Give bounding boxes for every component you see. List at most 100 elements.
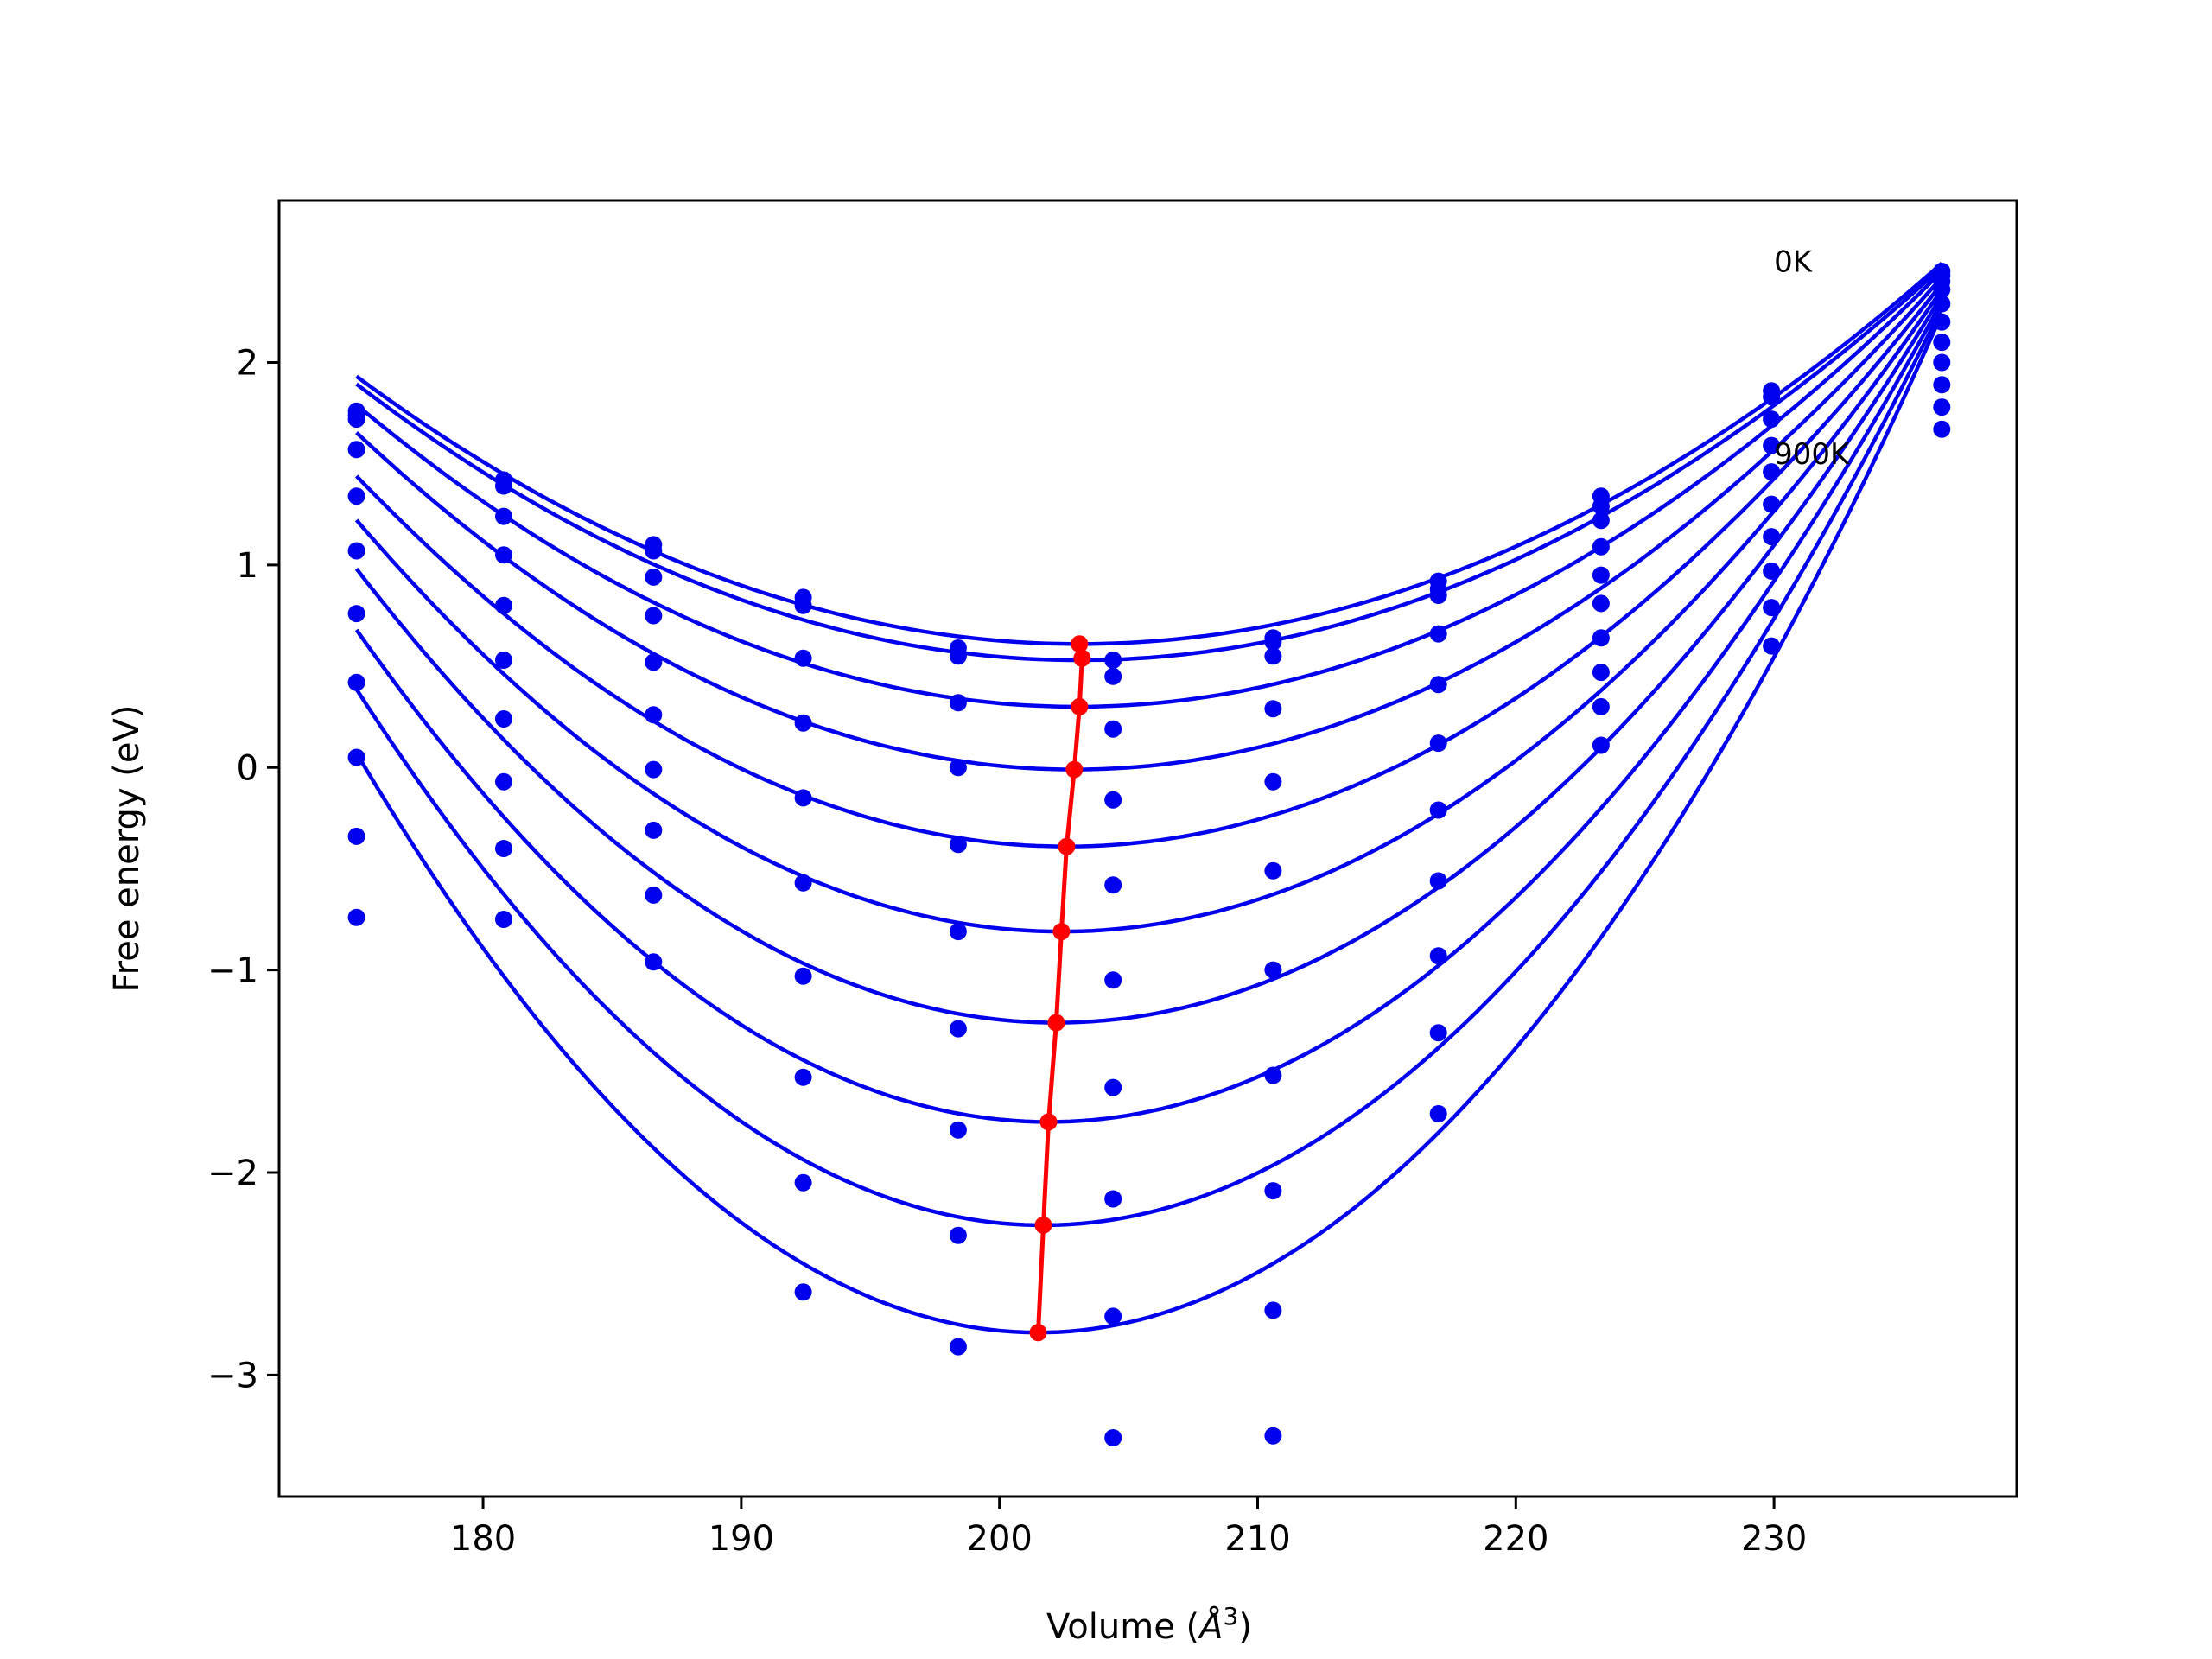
data-point bbox=[1933, 295, 1951, 313]
data-point bbox=[495, 546, 512, 564]
data-point bbox=[1592, 566, 1610, 584]
data-point bbox=[1592, 664, 1610, 682]
data-point bbox=[347, 748, 365, 766]
data-point bbox=[1264, 861, 1282, 880]
y-tick-label: 1 bbox=[237, 546, 258, 586]
data-point bbox=[1763, 388, 1781, 406]
data-point bbox=[949, 836, 967, 854]
data-point bbox=[495, 477, 512, 495]
annotation-label: 900K bbox=[1774, 437, 1851, 472]
data-point bbox=[1933, 313, 1951, 331]
data-point bbox=[1264, 632, 1282, 651]
data-point bbox=[1104, 1078, 1122, 1096]
data-point bbox=[1429, 587, 1447, 604]
y-tick-label: 0 bbox=[237, 748, 258, 788]
data-point bbox=[347, 441, 365, 459]
data-point bbox=[794, 1068, 812, 1086]
data-point bbox=[347, 908, 365, 926]
data-point bbox=[1429, 734, 1447, 753]
fit-curve-9 bbox=[354, 313, 1944, 1335]
data-point bbox=[1429, 947, 1447, 965]
data-point bbox=[1104, 1307, 1122, 1325]
data-point bbox=[347, 673, 365, 691]
minima-line bbox=[1029, 635, 1091, 1342]
data-point bbox=[1592, 736, 1610, 754]
fit-curve-7 bbox=[354, 301, 1944, 1124]
data-point bbox=[1104, 791, 1122, 809]
data-point bbox=[1429, 872, 1447, 890]
x-tick-label: 220 bbox=[1483, 1519, 1548, 1559]
data-point bbox=[645, 607, 663, 625]
data-points bbox=[347, 263, 1951, 1446]
data-point bbox=[1933, 334, 1951, 352]
data-point bbox=[645, 886, 663, 904]
data-point bbox=[1763, 463, 1781, 481]
data-point bbox=[1104, 720, 1122, 738]
data-point bbox=[949, 1121, 967, 1139]
data-point bbox=[1264, 1427, 1282, 1445]
data-point bbox=[1104, 876, 1122, 894]
x-tick-label: 190 bbox=[709, 1519, 774, 1559]
x-axis-label-symbol: Å bbox=[1197, 1605, 1223, 1647]
x-axis-label-text: Volume ( bbox=[1046, 1607, 1199, 1647]
data-point bbox=[1763, 436, 1781, 454]
data-point bbox=[645, 953, 663, 971]
data-point bbox=[1264, 1182, 1282, 1200]
data-point bbox=[645, 653, 663, 671]
x-tick-label: 230 bbox=[1741, 1519, 1807, 1559]
plot-frame bbox=[277, 199, 2018, 1498]
data-point bbox=[1592, 537, 1610, 556]
y-tick-label: −1 bbox=[207, 951, 258, 991]
data-point bbox=[645, 542, 663, 560]
fit-curve-5 bbox=[354, 288, 1944, 934]
data-point bbox=[645, 760, 663, 779]
data-point bbox=[794, 649, 812, 667]
data-point bbox=[794, 874, 812, 892]
x-axis-label-exponent: 3 bbox=[1224, 1602, 1239, 1630]
data-point bbox=[645, 706, 663, 724]
data-point bbox=[949, 694, 967, 712]
data-point bbox=[347, 827, 365, 845]
y-axis-ticks: −3 −2 −1 0 1 2 bbox=[207, 344, 279, 1395]
data-point bbox=[794, 967, 812, 985]
annotations: 0K 900K bbox=[1774, 245, 1851, 472]
data-point bbox=[495, 652, 512, 669]
minima-connector bbox=[1036, 643, 1084, 1333]
annotation-label: 0K bbox=[1774, 245, 1814, 279]
data-point bbox=[949, 1226, 967, 1244]
data-point bbox=[1763, 495, 1781, 513]
data-point bbox=[645, 568, 663, 586]
data-point bbox=[1763, 599, 1781, 617]
minimum-point bbox=[1073, 649, 1091, 667]
data-point bbox=[1592, 512, 1610, 530]
fit-curve-1 bbox=[355, 265, 1943, 663]
data-point bbox=[1592, 629, 1610, 647]
minimum-point bbox=[1071, 697, 1089, 715]
data-point bbox=[794, 714, 812, 732]
data-point bbox=[794, 1283, 812, 1301]
minimum-point bbox=[1034, 1216, 1052, 1234]
data-point bbox=[1933, 281, 1951, 299]
data-point bbox=[495, 911, 512, 928]
data-point bbox=[1429, 676, 1447, 694]
data-point bbox=[949, 1020, 967, 1038]
data-point bbox=[1104, 1429, 1122, 1446]
minimum-point bbox=[1065, 760, 1084, 779]
fit-curve-6 bbox=[354, 295, 1944, 1025]
data-point bbox=[347, 605, 365, 623]
data-point bbox=[347, 487, 365, 505]
data-point bbox=[1264, 1301, 1282, 1319]
x-axis-label-close: ) bbox=[1238, 1607, 1252, 1647]
fit-curve-8 bbox=[354, 307, 1944, 1228]
minimum-point bbox=[1071, 635, 1089, 653]
data-point bbox=[1763, 637, 1781, 655]
data-point bbox=[495, 596, 512, 614]
data-point bbox=[1429, 625, 1447, 643]
data-point bbox=[1429, 1105, 1447, 1122]
data-point bbox=[794, 789, 812, 807]
data-point bbox=[949, 1338, 967, 1356]
data-point bbox=[1592, 594, 1610, 613]
data-point bbox=[1104, 652, 1122, 669]
data-point bbox=[1933, 353, 1951, 372]
